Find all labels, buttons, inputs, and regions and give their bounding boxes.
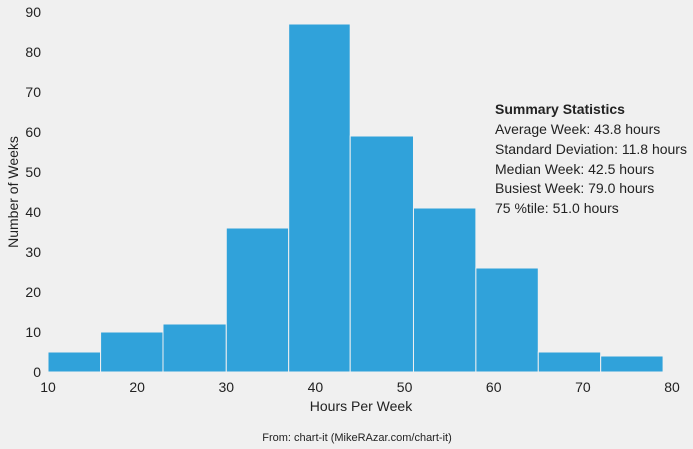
summary-stat-line: Average Week: 43.8 hours — [495, 121, 660, 137]
summary-stat-line: Busiest Week: 79.0 hours — [495, 180, 654, 196]
x-tick-label: 80 — [664, 379, 680, 395]
x-axis-label: Hours Per Week — [310, 398, 413, 414]
histogram-bar — [537, 351, 602, 373]
x-tick-label: 30 — [218, 379, 234, 395]
x-tick-label: 50 — [397, 379, 413, 395]
x-axis-ticks: 10 20 30 40 50 60 70 80 — [40, 379, 680, 395]
y-tick-label: 90 — [25, 4, 41, 20]
histogram-bar — [475, 267, 539, 373]
y-tick-label: 30 — [25, 244, 41, 260]
summary-stat-line: 75 %tile: 51.0 hours — [495, 200, 619, 216]
histogram-bar — [47, 351, 102, 373]
histogram-bar — [288, 23, 351, 373]
x-tick-label: 60 — [486, 379, 502, 395]
y-tick-label: 10 — [25, 324, 41, 340]
y-tick-label: 20 — [25, 284, 41, 300]
summary-statistics-title: Summary Statistics — [495, 101, 625, 117]
summary-stat-line: Median Week: 42.5 hours — [495, 161, 654, 177]
histogram-bar — [225, 227, 290, 373]
y-tick-label: 50 — [25, 164, 41, 180]
y-tick-label: 40 — [25, 204, 41, 220]
histogram-bar — [349, 135, 414, 373]
x-tick-label: 70 — [575, 379, 591, 395]
histogram-bars — [47, 23, 664, 373]
x-tick-label: 10 — [40, 379, 56, 395]
histogram-bar — [600, 355, 664, 373]
y-axis-ticks: 0 10 20 30 40 50 60 70 80 90 — [25, 4, 41, 380]
histogram-bar — [100, 331, 164, 373]
histogram-bar — [162, 323, 227, 373]
y-axis-label: Number of Weeks — [5, 136, 21, 248]
y-tick-label: 70 — [25, 84, 41, 100]
histogram-bar — [412, 207, 477, 373]
y-tick-label: 60 — [25, 124, 41, 140]
y-tick-label: 80 — [25, 44, 41, 60]
summary-stat-line: Standard Deviation: 11.8 hours — [495, 141, 687, 157]
source-credit: From: chart-it (MikeRAzar.com/chart-it) — [262, 432, 451, 444]
y-tick-label: 0 — [33, 364, 41, 380]
x-tick-label: 20 — [129, 379, 145, 395]
summary-statistics: Summary Statistics Average Week: 43.8 ho… — [495, 101, 687, 216]
x-tick-label: 40 — [308, 379, 324, 395]
